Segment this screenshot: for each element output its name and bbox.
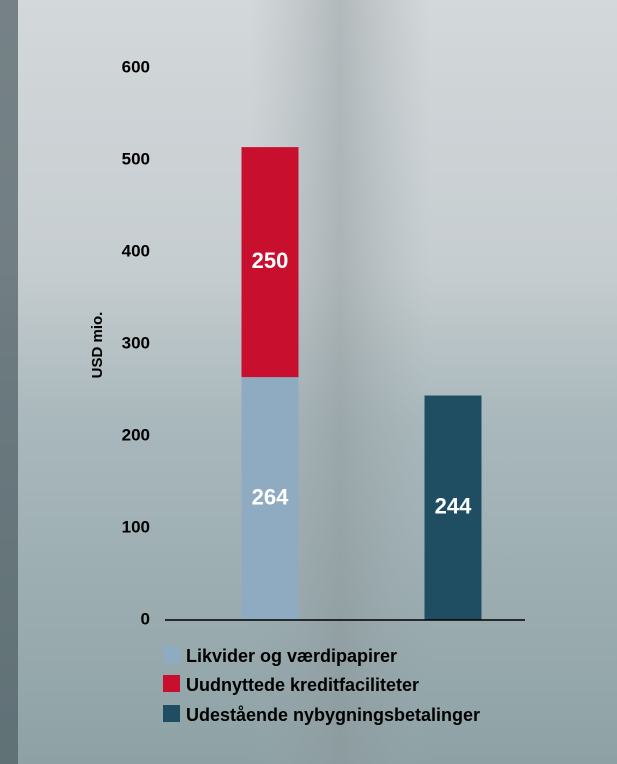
y-tick-label: 500 <box>122 149 150 168</box>
legend-label: Udestående nybygningsbetalinger <box>186 705 480 725</box>
y-tick-label: 300 <box>122 333 150 352</box>
legend-label: Likvider og værdipapirer <box>186 646 397 666</box>
y-tick-label: 200 <box>122 425 150 444</box>
y-tick-label: 100 <box>122 517 150 536</box>
bar-segment <box>241 147 299 378</box>
legend-marker <box>163 646 180 663</box>
y-axis-label: USD mio. <box>89 312 106 379</box>
legend-marker <box>163 705 180 722</box>
background-edge <box>0 0 18 764</box>
y-tick-label: 0 <box>141 609 150 628</box>
y-tick-label: 600 <box>122 57 150 76</box>
legend-label: Uudnyttede kreditfaciliteter <box>186 675 419 695</box>
value-label: 264 <box>252 484 289 509</box>
value-label: 250 <box>252 248 289 273</box>
bar-segment <box>424 395 482 620</box>
y-tick-label: 400 <box>122 241 150 260</box>
legend-marker <box>163 675 180 692</box>
bar-segment <box>241 377 299 620</box>
value-label: 244 <box>435 494 472 519</box>
